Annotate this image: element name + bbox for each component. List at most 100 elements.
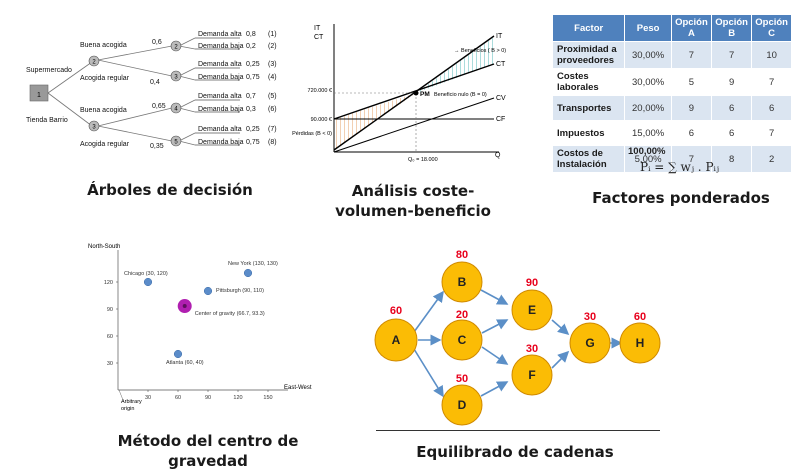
node-g [569,322,611,364]
caption-decision-tree: Árboles de decisión [87,181,253,199]
factor-score-a: 9 [670,95,713,121]
caption-cvb: Análisis coste- volumen-beneficio [318,181,508,221]
factor-score-c: 7 [751,120,792,146]
center-of-gravity-label: Center of gravity (66.7, 93.3) [195,311,265,317]
factor-weight: 15,00% [624,120,672,146]
factor-score-a: 6 [670,120,713,146]
chance-node [170,40,182,52]
weight-total: 100,00% [628,146,666,157]
x-tick-label: 30 [145,395,151,401]
node-h [619,322,661,364]
caption-gravity: Método del centro de gravedad [108,431,308,471]
tick-720: 720.000 € [308,88,332,94]
tick-90: 90.000 € [311,117,332,123]
y-tick-label: 30 [107,361,113,367]
factor-weight: 5,00% [624,145,672,173]
node-h-label: H [636,336,645,350]
edge-d-f [480,381,509,397]
gravity-chart: North-South East-West Arbitrary origin 3… [88,244,312,412]
header-peso: Peso [624,14,672,42]
node-c-time: 20 [456,309,468,321]
option-label-supermercado: Supermercado [26,67,72,74]
origin-label-1: Arbitrary [121,399,142,405]
line-label-cf: CF [496,116,505,123]
factor-score-b: 6 [711,120,753,146]
table-row: Proximidad a proveedores 30,00% 7 7 10 [551,41,792,69]
node-d [441,384,483,426]
line-label-cv: CV [496,95,506,102]
factor-weight: 30,00% [624,68,672,96]
chance-node-label: 3 [174,75,178,81]
root-node-label: 1 [37,92,41,99]
location-point [143,277,153,287]
outcome-id: (3) [268,61,277,68]
node-e [511,289,553,331]
outcome-value: 0,75 [246,74,260,81]
table-row: Costos de Instalación 5,00% 7 8 2 [551,145,792,173]
node-a-label: A [392,333,401,347]
table-row: Transportes 20,00% 9 6 6 [551,95,792,121]
location-label: Atlanta (60, 40) [166,360,204,366]
header-opcion-a: Opción A [670,14,713,42]
outcome-label: Demanda baja [198,74,244,81]
gravity-panel: North-South East-West Arbitrary origin 3… [88,240,320,415]
branch-label: Buena acogida [80,107,127,114]
node-f-label: F [528,368,535,382]
factor-score-a: 7 [670,41,713,69]
outcome-value: 0,75 [246,139,260,146]
line-label-it: IT [496,33,503,40]
pm-label: PM [420,91,430,98]
x-tick-label: 90 [205,395,211,401]
outcome-label: Demanda baja [198,43,244,50]
caption-chains: Equilibrado de cadenas [416,443,614,461]
branch-label: Acogida regular [80,141,130,148]
outcome-id: (1) [268,31,277,38]
table-row: Costes laborales 30,00% 5 9 7 [551,68,792,96]
decision-tree-panel: 1 Supermercado Tienda Barrio 2 3 Buena a… [0,0,290,170]
header-opcion-c: Opción C [751,14,792,42]
cv-line [333,97,495,153]
location-point [243,268,253,278]
caption-factors: Factores ponderados [592,189,770,207]
decision-tree-diagram: 1 Supermercado Tienda Barrio 2 3 Buena a… [26,31,277,150]
y-axis-label-ct: CT [314,34,324,41]
outcome-label: Demanda alta [198,61,242,68]
outcome-value: 0,7 [246,93,256,100]
outcome-label: Demanda baja [198,106,244,113]
edge-a-d [413,348,444,398]
factor-score-b: 9 [711,68,753,96]
outcome-value: 0,2 [246,43,256,50]
factor-score-a: 5 [670,68,713,96]
chance-node-3 [88,120,100,132]
factor-name: Impuestos [551,120,626,146]
factor-score-c: 10 [751,41,792,69]
factor-weight: 20,00% [624,95,672,121]
branch-label: Buena acogida [80,42,127,49]
gravity-x-label: East-West [284,385,312,391]
losses-label: Pérdidas (B < 0) [292,131,332,137]
chance-node-2 [88,55,100,67]
table-row: Impuestos 15,00% 6 6 7 [551,120,792,146]
factors-table: Factor Peso Opción A Opción B Opción C P… [551,14,792,173]
chains-network-diagram: A B C D E F G H 60 80 20 50 90 30 30 60 [374,249,661,426]
node-a [374,318,418,362]
chains-separator-line [376,430,660,431]
outcome-id: (4) [268,74,277,81]
node-b [441,261,483,303]
chance-node-label: 4 [174,107,178,113]
weighted-score-formula: Pᵢ = ∑ wⱼ . Pᵢⱼ [640,160,720,174]
edge-b-e [480,289,509,305]
factor-score-c: 6 [751,95,792,121]
node-b-label: B [458,275,467,289]
x-axis-label: Q [495,152,501,159]
branch-prob: 0,6 [152,39,162,46]
chance-node [170,102,182,114]
branch-prob: 0,35 [150,143,164,150]
edge-a-b [413,290,444,333]
chance-node [170,135,182,147]
factor-weight: 30,00% [624,41,672,69]
factor-score-c: 2 [751,145,792,173]
y-axis-label-it: IT [314,25,321,32]
caption-cvb-line1: Análisis coste- [351,182,475,200]
y-tick-label: 60 [107,334,113,340]
